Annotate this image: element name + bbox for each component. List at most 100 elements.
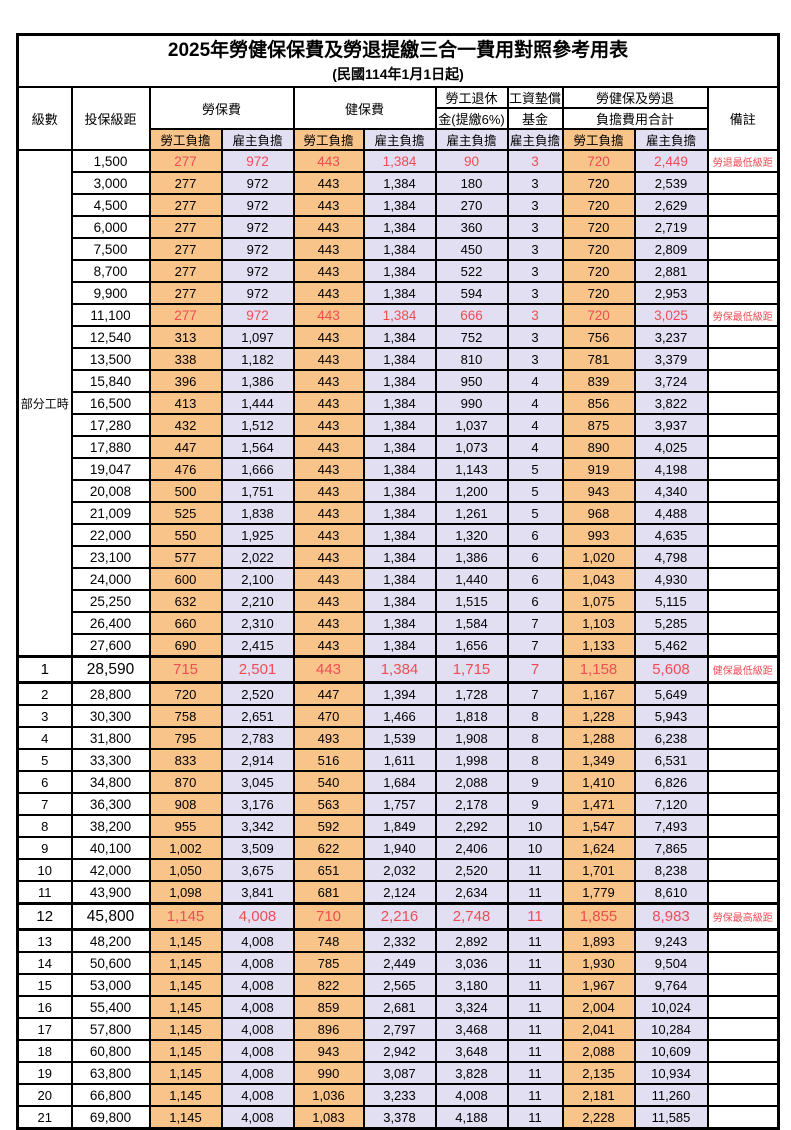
cell-total-employer: 9,243 (633, 928, 709, 953)
cell-bracket: 34,800 (70, 770, 151, 794)
cell-bracket: 45,800 (70, 902, 151, 931)
cell-labor-employee: 870 (148, 770, 223, 794)
cell-pension-employer: 1,998 (434, 748, 509, 772)
cell-health-employer: 1,384 (362, 523, 437, 547)
cell-level: 4 (16, 726, 73, 750)
cell-total-employee: 720 (561, 303, 636, 327)
cell-pension-employer: 1,320 (434, 523, 509, 547)
cell-pension-employer: 1,143 (434, 457, 509, 481)
cell-total-employee: 720 (561, 237, 636, 261)
cell-wage-fund-employer: 7 (506, 611, 564, 635)
cell-total-employee: 919 (561, 457, 636, 481)
cell-labor-employer: 4,008 (220, 1083, 295, 1107)
cell-bracket: 40,100 (70, 836, 151, 860)
cell-wage-fund-employer: 8 (506, 726, 564, 750)
page-title: 2025年勞健保保費及勞退提繳三合一費用對照參考用表 (167, 40, 629, 61)
cell-total-employee: 943 (561, 479, 636, 503)
cell-wage-fund-employer: 3 (506, 171, 564, 195)
cell-total-employer: 4,488 (633, 501, 709, 525)
cell-total-employee: 1,701 (561, 858, 636, 882)
cell-labor-employee: 1,145 (148, 1017, 223, 1041)
cell-pension-employer: 950 (434, 369, 509, 393)
cell-bracket: 50,600 (70, 951, 151, 975)
cell-pension-employer: 3,324 (434, 995, 509, 1019)
cell-pension-employer: 2,406 (434, 836, 509, 860)
cell-remark (706, 704, 780, 728)
cell-level: 13 (16, 928, 73, 953)
cell-total-employer: 10,934 (633, 1061, 709, 1085)
cell-health-employee: 443 (292, 501, 365, 525)
cell-labor-employee: 1,145 (148, 951, 223, 975)
subheader-total-employer: 雇主負擔 (633, 128, 709, 151)
cell-pension-employer: 1,728 (434, 681, 509, 706)
cell-total-employer: 4,198 (633, 457, 709, 481)
cell-total-employee: 1,410 (561, 770, 636, 794)
cell-health-employer: 1,384 (362, 611, 437, 635)
cell-labor-employee: 1,145 (148, 973, 223, 997)
cell-health-employer: 1,466 (362, 704, 437, 728)
cell-total-employer: 9,504 (633, 951, 709, 975)
table-row: 15,840 396 1,386 443 1,384 950 4 839 3,724 (18, 369, 780, 393)
cell-remark (706, 1039, 780, 1063)
table-row: 9 40,100 1,002 3,509 622 1,940 2,406 10 1,624 7,8… (16, 836, 780, 860)
cell-labor-employer: 4,008 (220, 928, 295, 953)
cell-wage-fund-employer: 11 (506, 1083, 564, 1107)
cell-remark (706, 457, 780, 481)
cell-pension-employer: 522 (434, 259, 509, 283)
title-row: 2025年勞健保保費及勞退提繳三合一費用對照參考用表 (民國114年1月1日起) (16, 33, 780, 88)
cell-pension-employer: 1,073 (434, 435, 509, 459)
cell-total-employer: 3,724 (633, 369, 709, 393)
cell-remark (706, 1105, 780, 1130)
cell-remark (706, 726, 780, 750)
cell-remark (706, 681, 780, 706)
table-title-block: 2025年勞健保保費及勞退提繳三合一費用對照參考用表 (民國114年1月1日起) (16, 33, 780, 88)
cell-remark (706, 435, 780, 459)
cell-labor-employer: 2,415 (220, 633, 295, 658)
cell-remark: 健保最低級距 (706, 655, 780, 684)
cell-health-employer: 1,384 (362, 457, 437, 481)
cell-bracket: 27,600 (70, 633, 151, 658)
header-row-groups-2: 金(提繳6%) 基金 負擔費用合計 (18, 107, 779, 130)
cell-total-employee: 2,228 (561, 1105, 636, 1130)
cell-pension-employer: 3,828 (434, 1061, 509, 1085)
cell-remark (706, 1083, 780, 1107)
cell-total-employer: 5,943 (633, 704, 709, 728)
cell-remark (706, 545, 780, 569)
cell-pension-employer: 1,656 (434, 633, 509, 658)
cell-total-employee: 856 (561, 391, 636, 415)
cell-wage-fund-employer: 10 (506, 814, 564, 838)
cell-wage-fund-employer: 9 (506, 770, 564, 794)
cell-remark (706, 325, 780, 349)
cell-total-employer: 8,610 (633, 880, 709, 905)
premium-reference-table: 2025年勞健保保費及勞退提繳三合一費用對照參考用表 (民國114年1月1日起)… (16, 33, 781, 1130)
cell-health-employer: 1,384 (362, 149, 437, 173)
table-row: 20 66,800 1,145 4,008 1,036 3,233 4,008 11 2,181… (16, 1083, 780, 1107)
cell-health-employee: 443 (292, 281, 365, 305)
cell-health-employee: 443 (292, 193, 365, 217)
cell-labor-employer: 2,651 (220, 704, 295, 728)
cell-wage-fund-employer: 11 (506, 1105, 564, 1130)
cell-pension-employer: 990 (434, 391, 509, 415)
cell-total-employee: 2,041 (561, 1017, 636, 1041)
cell-health-employer: 1,940 (362, 836, 437, 860)
cell-labor-employer: 4,008 (220, 973, 295, 997)
cell-pension-employer: 450 (434, 237, 509, 261)
cell-wage-fund-employer: 11 (506, 1039, 564, 1063)
cell-level: 17 (16, 1017, 73, 1041)
cell-level: 1 (16, 655, 73, 684)
cell-remark (706, 237, 780, 261)
cell-wage-fund-employer: 5 (506, 457, 564, 481)
cell-pension-employer: 3,180 (434, 973, 509, 997)
cell-total-employee: 720 (561, 281, 636, 305)
cell-pension-employer: 2,634 (434, 880, 509, 905)
table-row: 16,500 413 1,444 443 1,384 990 4 856 3,822 (18, 391, 780, 415)
cell-labor-employer: 1,666 (220, 457, 295, 481)
cell-total-employee: 1,103 (561, 611, 636, 635)
cell-labor-employer: 972 (220, 281, 295, 305)
cell-total-employer: 2,881 (633, 259, 709, 283)
cell-level: 15 (16, 973, 73, 997)
cell-total-employer: 5,462 (633, 633, 709, 658)
cell-labor-employer: 3,176 (220, 792, 295, 816)
cell-labor-employee: 432 (148, 413, 223, 437)
cell-bracket: 7,500 (70, 237, 151, 261)
